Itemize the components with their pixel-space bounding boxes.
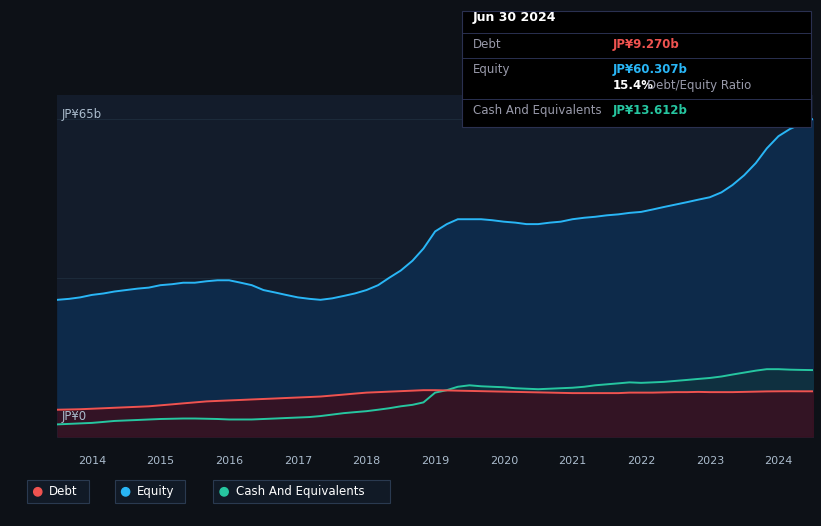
Text: 15.4%: 15.4% [612,79,654,93]
Text: Debt/Equity Ratio: Debt/Equity Ratio [647,79,751,93]
Text: JP¥13.612b: JP¥13.612b [612,104,687,117]
Text: Equity: Equity [473,63,511,76]
Text: JP¥60.307b: JP¥60.307b [612,63,687,76]
Text: 2014: 2014 [78,456,106,466]
Text: 2024: 2024 [764,456,792,466]
Text: 2023: 2023 [695,456,724,466]
Text: 2019: 2019 [421,456,449,466]
Text: Debt: Debt [49,485,78,498]
Text: Jun 30 2024: Jun 30 2024 [473,11,557,24]
Text: Cash And Equivalents: Cash And Equivalents [473,104,602,117]
Text: Equity: Equity [137,485,175,498]
Text: 2016: 2016 [215,456,243,466]
Text: 2017: 2017 [284,456,312,466]
Text: JP¥0: JP¥0 [62,410,86,423]
Text: 2018: 2018 [352,456,381,466]
Text: 2022: 2022 [627,456,655,466]
Text: 2015: 2015 [146,456,175,466]
Text: Debt: Debt [473,38,502,52]
Text: 2021: 2021 [558,456,586,466]
Text: Cash And Equivalents: Cash And Equivalents [236,485,365,498]
Text: 2020: 2020 [489,456,518,466]
Text: JP¥65b: JP¥65b [62,108,101,122]
Text: JP¥9.270b: JP¥9.270b [612,38,679,52]
